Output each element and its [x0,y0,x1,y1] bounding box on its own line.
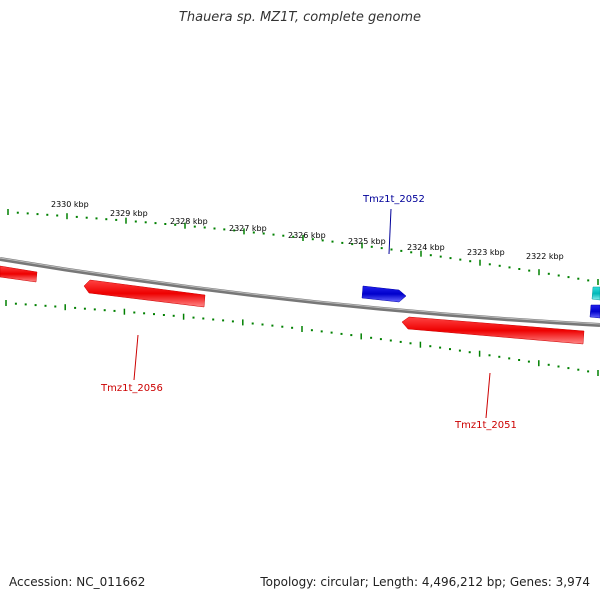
scale-label: 2323 kbp [467,248,505,257]
gene-label-tmz1t-2056[interactable]: Tmz1t_2056 [100,383,163,394]
genome-backbone-highlight [0,257,600,325]
scale-label: 2326 kbp [288,231,326,240]
gene-label-leader [388,208,392,255]
genome-summary-text: Topology: circular; Length: 4,496,212 bp… [260,575,590,589]
genome-backbone [0,257,600,327]
scale-label: 2329 kbp [110,209,148,218]
scale-label: 2325 kbp [348,237,386,246]
gene-feature[interactable] [0,265,38,283]
gene-label-tmz1t-2052[interactable]: Tmz1t_2052 [362,194,425,205]
inner-scale-ticks [5,300,599,376]
scale-label: 2322 kbp [526,252,564,261]
gene-feature-tmz1t-2052[interactable] [361,285,407,303]
outer-scale-ticks [7,209,599,285]
scale-label: 2328 kbp [170,217,208,226]
gene-label-leader [485,372,491,419]
gene-feature-tmz1t-2056[interactable] [83,279,206,308]
scale-label: 2324 kbp [407,243,445,252]
gene-feature[interactable] [591,286,600,301]
gene-feature[interactable] [589,304,600,319]
accession-text: Accession: NC_011662 [9,575,146,589]
gene-label-tmz1t-2051[interactable]: Tmz1t_2051 [454,420,517,431]
scale-label: 2330 kbp [51,200,89,209]
scale-labels: 2330 kbp 2329 kbp 2328 kbp 2327 kbp 2326… [51,200,564,261]
scale-label: 2327 kbp [229,224,267,233]
gene-label-leader [133,334,139,381]
gene-feature-tmz1t-2051[interactable] [401,316,585,345]
map-title: Thauera sp. MZ1T, complete genome [178,10,422,25]
